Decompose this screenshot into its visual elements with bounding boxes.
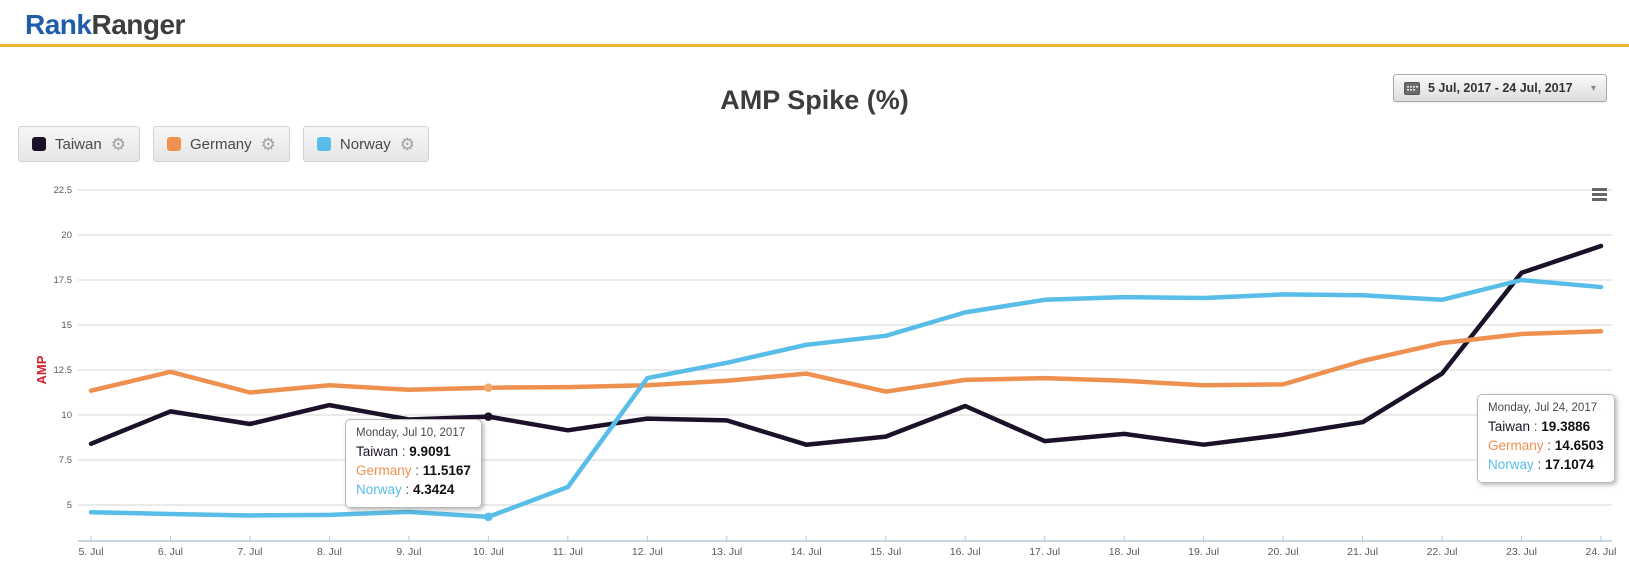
gear-icon[interactable]: ⚙ <box>260 134 276 154</box>
gear-icon[interactable]: ⚙ <box>110 134 126 154</box>
series-line-taiwan[interactable] <box>88 243 1604 447</box>
y-axis-title: AMP <box>34 355 49 384</box>
x-tick-label: 16. Jul <box>950 546 981 558</box>
y-tick-label: 7.5 <box>59 455 72 466</box>
series-value: 4.3424 <box>413 482 455 497</box>
y-tick-label: 12.5 <box>54 365 73 376</box>
x-tick-label: 9. Jul <box>396 546 421 558</box>
dropdown-arrow-icon: ▾ <box>1590 82 1596 94</box>
legend-item-taiwan[interactable]: Taiwan ⚙ <box>18 126 140 162</box>
tooltip-row-norway: Norway : 4.3424 <box>356 480 471 499</box>
x-tick-label: 20. Jul <box>1268 546 1299 558</box>
x-tick-label: 21. Jul <box>1347 546 1378 558</box>
chart-svg[interactable]: 22.5 20 17.5 15 12.5 10 7.5 5 5. Jul 6. Jul 7. Jul… <box>0 170 1629 583</box>
date-range-label: 5 Jul, 2017 - 24 Jul, 2017 <box>1428 81 1573 95</box>
series-value: 19.3886 <box>1541 419 1591 434</box>
x-tick-label: 11. Jul <box>553 546 583 558</box>
y-tick-label: 22.5 <box>54 185 73 196</box>
legend: Taiwan ⚙ Germany ⚙ Norway ⚙ <box>18 126 429 162</box>
series-label: Germany <box>356 463 412 478</box>
x-tick-label: 23. Jul <box>1506 546 1537 558</box>
logo-ranger-text: Ranger <box>91 9 185 40</box>
series-value: 9.9091 <box>409 444 451 459</box>
y-tick-label: 17.5 <box>54 275 73 286</box>
series-label: Norway <box>1488 457 1534 472</box>
tooltip-row-taiwan: Taiwan : 19.3886 <box>1488 417 1604 436</box>
series-marker-germany[interactable] <box>484 383 493 392</box>
x-tick-label: 8. Jul <box>317 546 342 558</box>
separator: : <box>1533 457 1546 472</box>
separator: : <box>1543 438 1555 453</box>
legend-label: Taiwan <box>55 135 102 153</box>
logo-rank-text: Rank <box>25 9 92 40</box>
tooltip-row-germany: Germany : 14.6503 <box>1488 436 1604 455</box>
norway-color-swatch <box>316 137 331 151</box>
calendar-icon <box>1404 81 1420 95</box>
x-tick-label: 13. Jul <box>711 546 742 558</box>
series-label: Taiwan <box>356 444 399 459</box>
tooltip-jul10: Monday, Jul 10, 2017 Taiwan : 9.9091 Ger… <box>345 419 482 508</box>
x-tick-label: 17. Jul <box>1029 546 1060 558</box>
tooltip-date: Monday, Jul 10, 2017 <box>356 427 466 439</box>
x-tick-label: 12. Jul <box>632 546 663 558</box>
x-tick-label: 5. Jul <box>78 546 103 558</box>
chart-menu-icon[interactable] <box>1592 188 1607 203</box>
x-tick-label: 15. Jul <box>870 546 901 558</box>
x-tick-label: 22. Jul <box>1427 546 1458 558</box>
separator: : <box>398 444 410 459</box>
page-title: AMP Spike (%) <box>720 85 909 115</box>
x-tick-label: 24. Jul <box>1586 546 1617 558</box>
series-value: 11.5167 <box>422 463 471 478</box>
separator: : <box>411 463 423 478</box>
x-tick-label: 18. Jul <box>1109 546 1140 558</box>
series-marker-norway[interactable] <box>484 512 493 522</box>
tooltip-row-norway: Norway : 17.1074 <box>1488 455 1604 474</box>
gear-icon[interactable]: ⚙ <box>399 134 415 154</box>
tooltip-date: Monday, Jul 24, 2017 <box>1488 402 1598 414</box>
x-tick-label: 19. Jul <box>1188 546 1219 558</box>
x-tick-label: 6. Jul <box>158 546 183 558</box>
y-tick-label: 5 <box>67 500 72 511</box>
rankranger-logo[interactable]: RankRanger <box>25 9 185 41</box>
x-tick-label: 10. Jul <box>473 546 504 558</box>
series-label: Norway <box>356 482 402 497</box>
date-range-picker[interactable]: 5 Jul, 2017 - 24 Jul, 2017 ▾ <box>1393 74 1607 102</box>
legend-item-germany[interactable]: Germany ⚙ <box>152 126 290 162</box>
legend-label: Germany <box>189 135 252 153</box>
x-tick-label: 7. Jul <box>237 546 262 558</box>
tooltip-jul24: Monday, Jul 24, 2017 Taiwan : 19.3886 Ge… <box>1477 394 1615 483</box>
series-value: 14.6503 <box>1554 438 1604 453</box>
legend-label: Norway <box>339 135 391 153</box>
separator: : <box>1530 419 1542 434</box>
app-header: RankRanger <box>0 0 1629 47</box>
y-tick-label: 20 <box>61 230 72 241</box>
separator: : <box>401 482 414 497</box>
y-tick-label: 10 <box>61 410 72 421</box>
germany-color-swatch <box>166 137 181 151</box>
taiwan-color-swatch <box>32 137 46 151</box>
legend-item-norway[interactable]: Norway ⚙ <box>302 126 429 162</box>
series-line-norway[interactable] <box>88 277 1604 520</box>
series-label: Taiwan <box>1488 419 1531 434</box>
series-label: Germany <box>1488 438 1544 453</box>
series-line-germany[interactable] <box>88 329 1604 395</box>
tooltip-row-taiwan: Taiwan : 9.9091 <box>356 442 471 461</box>
x-tick-label: 14. Jul <box>791 546 822 558</box>
series-value: 17.1074 <box>1545 457 1594 472</box>
y-tick-label: 15 <box>61 320 72 331</box>
tooltip-row-germany: Germany : 11.5167 <box>356 461 471 480</box>
series-marker-taiwan[interactable] <box>484 412 493 421</box>
